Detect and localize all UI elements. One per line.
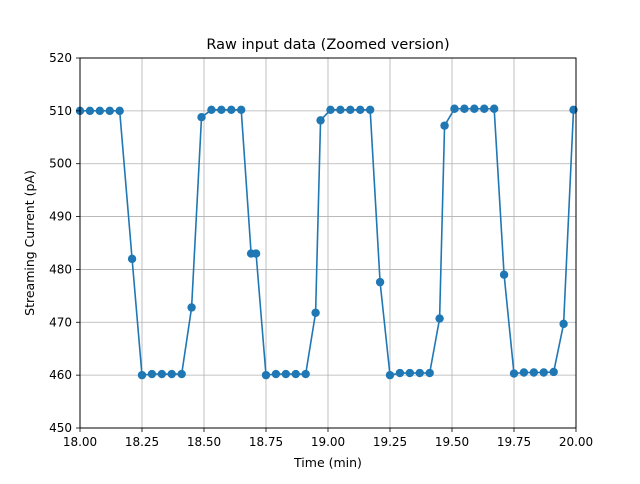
data-point (207, 105, 216, 115)
data-point (356, 105, 365, 115)
data-point (415, 368, 424, 378)
x-tick-label: 19.00 (311, 435, 345, 449)
data-point (440, 121, 449, 130)
data-point (197, 113, 206, 122)
y-axis-label: Streaming Current (pA) (22, 170, 37, 316)
x-tick-label: 18.50 (187, 435, 221, 449)
data-point (559, 319, 568, 329)
data-point (271, 369, 281, 379)
data-point (489, 104, 499, 113)
y-tick-label: 520 (49, 51, 72, 65)
data-point (405, 368, 415, 378)
data-point (450, 104, 459, 113)
data-point (539, 368, 548, 377)
x-tick-label: 18.25 (125, 435, 159, 449)
data-point (470, 104, 479, 113)
data-point (167, 369, 176, 379)
data-point (227, 105, 236, 115)
data-point (301, 369, 310, 379)
data-point (385, 370, 395, 380)
data-point (95, 106, 105, 116)
data-point (435, 314, 444, 323)
data-point (509, 369, 519, 378)
data-point (316, 116, 325, 125)
x-tick-label: 20.00 (559, 435, 593, 449)
data-point (480, 104, 489, 113)
data-point (460, 104, 469, 113)
data-point (85, 106, 95, 116)
data-point (251, 249, 261, 258)
chart-title: Raw input data (Zoomed version) (206, 37, 449, 53)
y-tick-label: 500 (49, 157, 72, 171)
data-point (425, 368, 434, 378)
data-point (365, 105, 375, 115)
x-tick-label: 18.00 (63, 435, 97, 449)
data-point (237, 105, 246, 115)
y-tick-label: 480 (49, 262, 72, 276)
data-point (346, 105, 355, 115)
data-point (217, 105, 226, 115)
x-tick-label: 19.75 (497, 435, 531, 449)
data-point (281, 369, 291, 379)
y-tick-label: 450 (49, 421, 72, 435)
data-point (137, 370, 147, 380)
data-point (261, 370, 271, 380)
data-point (157, 369, 167, 379)
data-point (127, 254, 137, 264)
data-point (549, 367, 558, 377)
x-axis-label: Time (min) (293, 455, 362, 470)
data-point (519, 368, 529, 377)
data-point (291, 369, 300, 379)
y-tick-label: 490 (49, 210, 72, 224)
data-point (336, 105, 345, 115)
x-tick-label: 19.25 (373, 435, 407, 449)
data-point (115, 106, 124, 116)
series-layer (75, 104, 578, 380)
data-point (375, 277, 385, 287)
x-tick-label: 18.75 (249, 435, 283, 449)
x-axis: 18.00 18.25 18.50 18.75 19.00 19.25 19.50 19.75… (63, 428, 593, 449)
y-axis: 450 460 470 480 490 500 510 520 (49, 51, 80, 435)
data-point (177, 369, 186, 379)
data-point (326, 105, 335, 115)
data-point (147, 369, 157, 379)
data-point (187, 303, 196, 312)
data-point (529, 368, 539, 377)
y-tick-label: 470 (49, 315, 72, 329)
x-tick-label: 19.50 (435, 435, 469, 449)
data-point (499, 270, 509, 279)
data-point (105, 106, 114, 116)
data-point (395, 368, 405, 378)
data-point (311, 308, 320, 317)
y-tick-label: 510 (49, 104, 72, 118)
series-line (80, 107, 575, 377)
y-tick-label: 460 (49, 368, 72, 382)
